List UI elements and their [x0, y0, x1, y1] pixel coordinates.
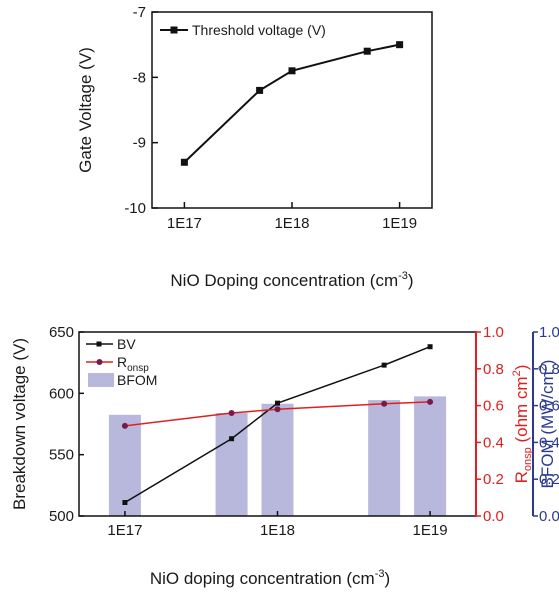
- data-point: [288, 67, 296, 75]
- legend-bfom-swatch: [88, 373, 114, 387]
- plot-frame: [151, 11, 433, 209]
- legend-label: Threshold voltage (V): [192, 22, 326, 38]
- legend-marker: [170, 26, 178, 34]
- data-point: [121, 422, 128, 429]
- right1-tick-label: 0.6: [483, 398, 504, 415]
- left-tick-label: 650: [49, 324, 74, 341]
- x-tick-label: 1E19: [382, 215, 417, 232]
- data-point: [180, 158, 188, 166]
- x-tick-label: 1E19: [413, 522, 448, 539]
- y-tick-label: -9: [133, 135, 146, 152]
- legend-bv-label: BV: [117, 336, 136, 352]
- series-line: [124, 401, 431, 427]
- legend-bv-marker: [96, 341, 102, 347]
- x-tick-label: 1E18: [274, 215, 309, 232]
- y-tick-label: -10: [124, 200, 146, 217]
- x-tick-label: 1E18: [260, 522, 295, 539]
- legend-bfom-label: BFOM: [117, 372, 157, 388]
- right1-tick-label: 1.0: [483, 324, 504, 341]
- right1-axis-title: Ronsp (ohm cm2): [511, 365, 534, 484]
- data-point: [427, 344, 433, 350]
- data-point: [228, 409, 235, 416]
- left-tick-label: 550: [49, 447, 74, 464]
- y-axis-title: Gate Voltage (V): [76, 47, 95, 173]
- right1-tick-label: 0.0: [483, 508, 504, 525]
- data-point: [381, 400, 388, 407]
- right1-tick-label: 0.2: [483, 471, 504, 488]
- bfom-bar: [368, 400, 401, 516]
- right1-tick-label: 0.4: [483, 434, 504, 451]
- x-tick-label: 1E17: [167, 215, 202, 232]
- data-point: [122, 500, 128, 506]
- left-tick-label: 600: [49, 385, 74, 402]
- legend-ronsp-marker: [96, 359, 103, 365]
- data-point: [229, 436, 235, 442]
- data-point: [381, 362, 387, 368]
- series-line: [124, 346, 431, 504]
- x-tick-label: 1E17: [107, 522, 142, 539]
- x-axis-title-bottom: NiO doping concentration (cm-3): [150, 568, 390, 588]
- bfom-bar: [414, 396, 447, 516]
- y-tick-label: -8: [133, 69, 146, 86]
- legend-ronsp-label: Ronsp: [117, 354, 149, 374]
- bfom-bar: [215, 412, 248, 516]
- y-tick-label: -7: [133, 4, 146, 21]
- bfom-bar: [108, 414, 141, 516]
- series-line: [183, 43, 400, 163]
- right2-tick-label: 0.4: [539, 434, 559, 451]
- data-point: [427, 398, 434, 405]
- x-axis-title: NiO Doping concentration (cm-3): [170, 270, 413, 290]
- right2-tick-label: 0.2: [539, 471, 559, 488]
- data-point: [275, 400, 280, 406]
- legend-bottom: BV Ronsp BFOM: [86, 336, 157, 388]
- right2-tick-label: 0.6: [539, 398, 559, 415]
- threshold-voltage-chart: -7 -8 -9 -10 1E17 1E18 1E19 Threshold voltage…: [76, 4, 433, 290]
- right1-tick-label: 0.8: [483, 361, 504, 378]
- right2-tick-label: 0.0: [539, 508, 559, 525]
- right2-tick-label: 0.8: [539, 361, 559, 378]
- right2-tick-label: 1.0: [539, 324, 559, 341]
- left-tick-label: 500: [49, 508, 74, 525]
- data-point: [396, 41, 404, 49]
- bfom-bar: [261, 403, 294, 516]
- legend: Threshold voltage (V): [160, 22, 326, 38]
- left-axis-title: Breakdown voltage (V): [10, 338, 29, 510]
- right2-axis-title: BFOM (MW/cm2): [537, 360, 557, 489]
- data-point: [274, 406, 281, 413]
- data-point: [363, 47, 371, 55]
- data-point: [256, 86, 264, 94]
- plot-frame-bottom: [78, 331, 477, 517]
